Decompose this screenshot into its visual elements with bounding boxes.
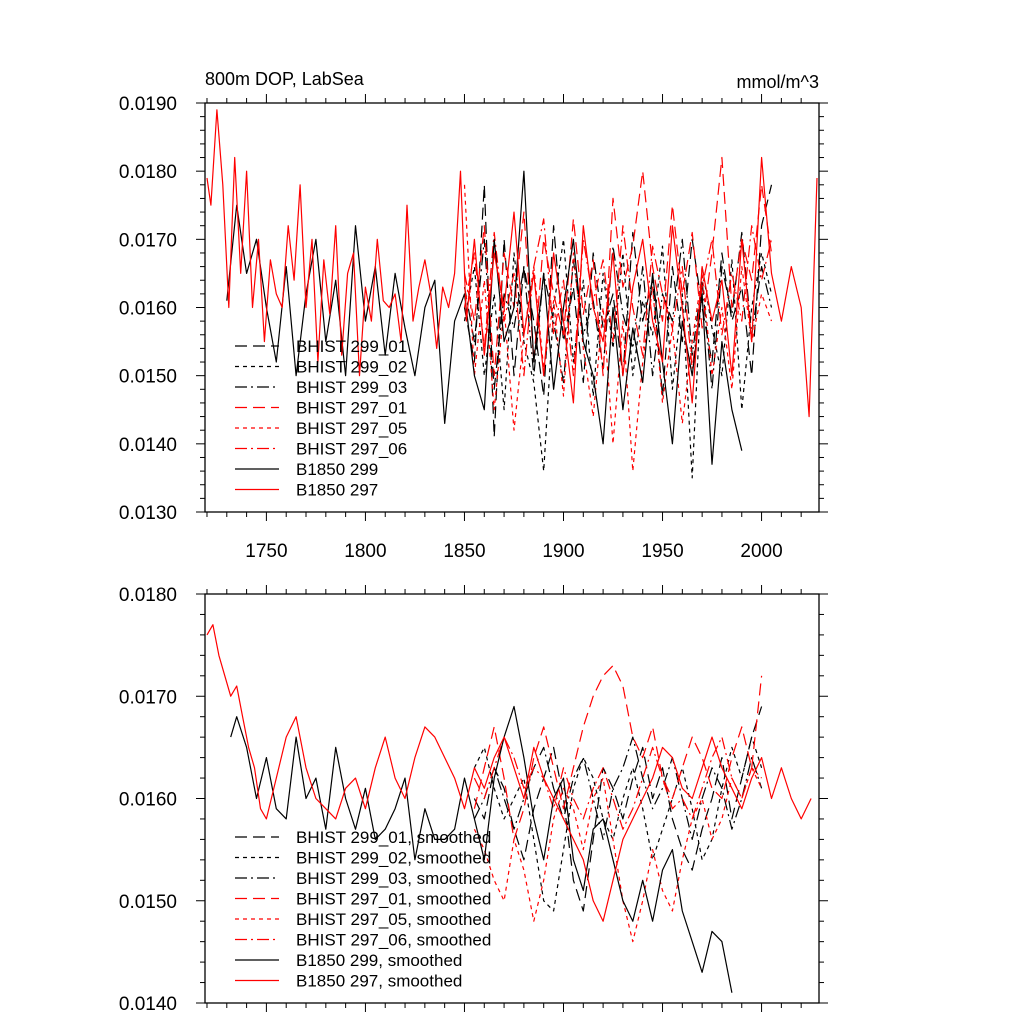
series-line	[206, 624, 812, 922]
y-tick-label: 0.0160	[119, 790, 177, 811]
legend-label: B1850 299	[296, 460, 378, 479]
series-lines	[206, 109, 818, 479]
series-line	[463, 184, 773, 438]
legend-label: BHIST 297_06	[296, 440, 407, 459]
y-tick-label: 0.0170	[119, 230, 177, 251]
legend-label: BHIST 299_03	[296, 378, 407, 397]
y-tick-label: 0.0150	[119, 892, 177, 913]
series-line	[473, 736, 763, 841]
legend-label: BHIST 299_02	[296, 358, 407, 377]
legend-label: B1850 297	[296, 481, 378, 500]
units-label: mmol/m^3	[737, 72, 819, 92]
series-line	[473, 736, 763, 830]
series-line	[473, 706, 763, 912]
y-tick-label: 0.0180	[119, 585, 177, 606]
x-tick-label: 1900	[542, 541, 584, 562]
bottom-panel: 0.0140 0.0150 0.0160 0.0170 0.0180 BHIST 299_…	[119, 585, 828, 1015]
series-line	[206, 109, 818, 418]
legend-label: BHIST 299_01, smoothed	[296, 828, 491, 847]
y-tick-label: 0.0190	[119, 94, 177, 115]
series-line	[463, 184, 773, 472]
legend-label: BHIST 299_03, smoothed	[296, 869, 491, 888]
series-line	[473, 664, 763, 841]
series-line	[473, 767, 763, 943]
legend-label: B1850 297, smoothed	[296, 972, 462, 991]
y-tick-label: 0.0170	[119, 687, 177, 708]
y-tick-label: 0.0180	[119, 162, 177, 183]
x-tick-label: 2000	[740, 541, 782, 562]
legend-label: BHIST 299_01	[296, 337, 407, 356]
legend-label: BHIST 297_01	[296, 399, 407, 418]
legend-label: BHIST 299_02, smoothed	[296, 849, 491, 868]
y-tick-label: 0.0130	[119, 503, 177, 524]
y-tick-label: 0.0150	[119, 367, 177, 388]
x-tick-label: 1950	[641, 541, 683, 562]
legend-label: BHIST 297_05, smoothed	[296, 910, 491, 929]
top-panel: 1750 1800 1850 1900 1950 2000 0.0130 0.0140 0.01…	[119, 94, 828, 562]
x-tick-label: 1800	[344, 541, 386, 562]
series-lines	[206, 624, 812, 993]
y-tick-label: 0.0140	[119, 994, 177, 1015]
panel-title: 800m DOP, LabSea	[205, 69, 365, 89]
legend-label: BHIST 297_06, smoothed	[296, 931, 491, 950]
legend-label: BHIST 297_01, smoothed	[296, 890, 491, 909]
legend-label: B1850 299, smoothed	[296, 951, 462, 970]
y-tick-label: 0.0160	[119, 299, 177, 320]
series-line	[230, 705, 733, 993]
x-tick-label: 1750	[245, 541, 287, 562]
x-tick-label: 1850	[443, 541, 485, 562]
legend-label: BHIST 297_05	[296, 419, 407, 438]
y-tick-label: 0.0140	[119, 435, 177, 456]
